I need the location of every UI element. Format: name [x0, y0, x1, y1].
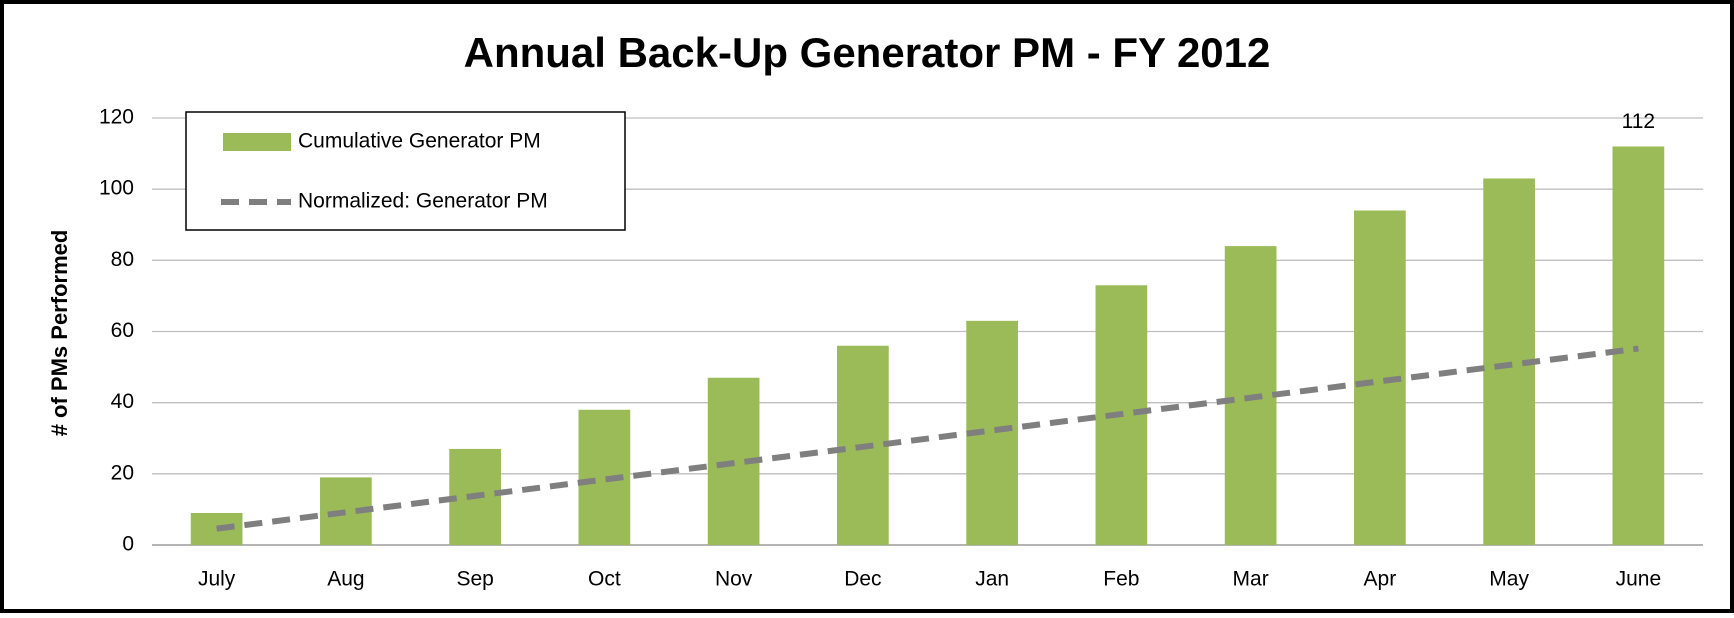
x-tick-label: Sep [456, 568, 493, 591]
chart-title: Annual Back-Up Generator PM - FY 2012 [464, 29, 1271, 76]
legend-box [185, 111, 626, 231]
legend-swatch [223, 133, 291, 151]
x-tick-label: Jan [975, 568, 1009, 591]
y-axis-label: # of PMs Performed [47, 230, 72, 437]
x-tick-label: Feb [1103, 568, 1139, 591]
x-tick-label: Aug [327, 568, 364, 591]
y-tick-label: 60 [111, 319, 134, 342]
y-tick-label: 20 [111, 461, 134, 484]
x-tick-label: Apr [1364, 568, 1397, 591]
x-tick-label: Oct [588, 568, 621, 591]
x-tick-label: June [1616, 568, 1662, 591]
y-tick-label: 100 [99, 177, 134, 200]
x-tick-label: Mar [1233, 568, 1269, 591]
legend-label: Cumulative Generator PM [298, 130, 541, 153]
y-tick-label: 80 [111, 248, 134, 271]
legend-label: Normalized: Generator PM [298, 190, 548, 213]
x-tick-label: May [1489, 568, 1529, 591]
x-tick-label: July [198, 568, 236, 591]
x-tick-label: Dec [844, 568, 881, 591]
bar [1612, 146, 1665, 545]
y-tick-label: 40 [111, 390, 134, 413]
y-tick-label: 0 [122, 533, 134, 556]
line [216, 345, 1639, 532]
data-label: 112 [1622, 110, 1655, 133]
y-tick-label: 120 [99, 106, 134, 129]
x-tick-label: Nov [715, 568, 753, 591]
